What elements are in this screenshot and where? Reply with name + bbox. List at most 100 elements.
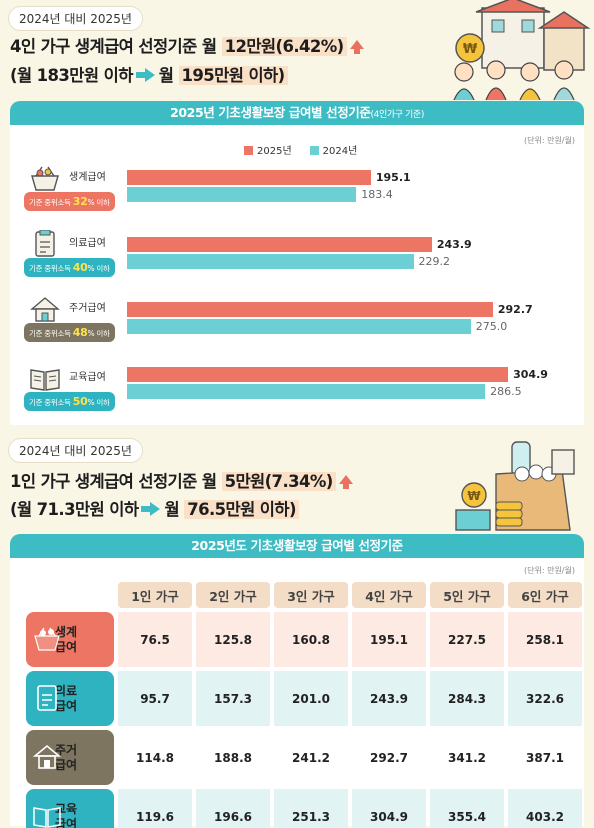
- table-unit: (단위: 만원/월): [524, 566, 575, 575]
- table-cell: 258.1: [508, 612, 582, 667]
- table-cell: 188.8: [196, 730, 270, 785]
- book-icon: [33, 807, 61, 828]
- badge-suffix: % 이하: [87, 198, 110, 207]
- column-header: 5인 가구: [430, 582, 504, 608]
- table-row: 생계 급여 76.5 125.8 160.8 195.1 227.5 258.1: [26, 612, 582, 667]
- criteria-table: 1인 가구 2인 가구 3인 가구 4인 가구 5인 가구 6인 가구 생계 급여…: [22, 578, 586, 828]
- shopping-basket-icon: [31, 166, 59, 191]
- table-cell: 322.6: [508, 671, 582, 726]
- column-header: 3인 가구: [274, 582, 348, 608]
- bar-2025: [127, 170, 371, 185]
- chart1-unit: (단위: 만원/월): [524, 136, 575, 145]
- row-header-label: 의료: [54, 683, 78, 698]
- median-income-badge: 기준 중위소득 50% 이하: [24, 392, 115, 411]
- house-icon: [30, 297, 60, 322]
- bar-value-label: 195.1: [375, 171, 411, 184]
- row-header-label: 주거: [54, 742, 78, 757]
- up-arrow-icon: [338, 475, 353, 489]
- table-cell: 201.0: [274, 671, 348, 726]
- table-cell: 76.5: [118, 612, 192, 667]
- table-title: 2025년도 기초생활보장 급여별 선정기준: [191, 538, 403, 553]
- shopping-basket-icon: [34, 627, 60, 651]
- bar-value-label: 286.5: [490, 385, 522, 398]
- column-header: 4인 가구: [352, 582, 426, 608]
- badge-pct: 50: [72, 395, 88, 408]
- legend-item-2025: 2025년: [244, 142, 292, 157]
- headline-2-line2: (월 71.3만원 이하 월 76.5만원 이하): [10, 496, 299, 520]
- table-cell: 114.8: [118, 730, 192, 785]
- table-cell: 355.4: [430, 789, 504, 828]
- headline-2-line2-pre: (월 71.3만원 이하: [10, 500, 139, 519]
- right-arrow-icon: [141, 502, 161, 516]
- badge-prefix: 기준 중위소득: [29, 198, 71, 207]
- badge-prefix: 기준 중위소득: [29, 398, 71, 407]
- column-header: 1인 가구: [118, 582, 192, 608]
- headline-1-text: 4인 가구 생계급여 선정기준 월: [10, 37, 222, 56]
- row-header: 생계 급여: [26, 612, 114, 667]
- table-corner: [26, 582, 114, 608]
- chart1-legend: 2025년 2024년: [244, 142, 357, 157]
- chart1-title-small: (4인가구 기준): [370, 110, 425, 120]
- bar-2025: [127, 367, 509, 382]
- headline-1-line2-pre: (월 183만원 이하: [10, 66, 133, 85]
- headline-2-highlight: 5만원(7.34%): [221, 472, 336, 491]
- legend-label-2024: 2024년: [322, 146, 358, 157]
- table-cell: 403.2: [508, 789, 582, 828]
- row-header: 주거 급여: [26, 730, 114, 785]
- table-cell: 125.8: [196, 612, 270, 667]
- table-header-row: 1인 가구 2인 가구 3인 가구 4인 가구 5인 가구 6인 가구: [26, 582, 582, 608]
- bar-value-label: 275.0: [475, 320, 508, 333]
- house-icon: [32, 744, 62, 769]
- badge-suffix: % 이하: [87, 398, 110, 407]
- table-title-bar: 2025년도 기초생활보장 급여별 선정기준: [10, 534, 584, 558]
- groceries-illustration: ₩: [455, 441, 575, 531]
- category-name: 주거급여: [69, 303, 106, 314]
- table-cell: 160.8: [274, 612, 348, 667]
- legend-item-2024: 2024년: [309, 142, 358, 157]
- bar-2025: [127, 302, 493, 317]
- row-header-label: 급여: [54, 698, 78, 713]
- badge-prefix: 기준 중위소득: [29, 264, 71, 273]
- badge-pct: 32: [72, 195, 88, 208]
- headline-1-line2: (월 183만원 이하 월 195만원 이하): [10, 62, 288, 86]
- bar-2024: [127, 384, 486, 399]
- table-cell: 95.7: [118, 671, 192, 726]
- bar-2024: [127, 254, 414, 269]
- bar-2025: [127, 237, 432, 252]
- bar-value-label: 243.9: [436, 238, 472, 251]
- table-cell: 304.9: [352, 789, 426, 828]
- column-header: 2인 가구: [196, 582, 270, 608]
- bar-value-label: 229.2: [418, 255, 451, 268]
- up-arrow-icon: [349, 40, 364, 54]
- badge-pct: 48: [72, 326, 88, 339]
- bar-value-label: 292.7: [497, 303, 533, 316]
- headline-1-highlight: 12만원(6.42%): [221, 37, 347, 56]
- headline-2-line2-mid: 월: [164, 500, 185, 519]
- table-row: 의료 급여 95.7 157.3 201.0 243.9 284.3 322.6: [26, 671, 582, 726]
- table-cell: 387.1: [508, 730, 582, 785]
- column-header: 6인 가구: [508, 582, 582, 608]
- row-header-label: 생계: [54, 624, 78, 639]
- legend-label-2025: 2025년: [257, 146, 292, 157]
- table-cell: 241.2: [274, 730, 348, 785]
- table-cell: 292.7: [352, 730, 426, 785]
- badge-pct: 40: [72, 261, 88, 274]
- table-cell: 196.6: [196, 789, 270, 828]
- headline-2-line1: 1인 가구 생계급여 선정기준 월 5만원(7.34%): [10, 468, 353, 492]
- table-cell: 341.2: [430, 730, 504, 785]
- medical-chart-icon: [37, 685, 57, 711]
- median-income-badge: 기준 중위소득 48% 이하: [24, 323, 115, 342]
- table-row: 교육 급여 119.6 196.6 251.3 304.9 355.4 403.2: [26, 789, 582, 828]
- bar-2024: [127, 187, 357, 202]
- row-header: 교육 급여: [26, 789, 114, 828]
- chart1-title-bar: 2025년 기초생활보장 급여별 선정기준(4인가구 기준): [10, 101, 584, 125]
- table-cell: 119.6: [118, 789, 192, 828]
- badge-suffix: % 이하: [87, 264, 110, 273]
- median-income-badge: 기준 중위소득 32% 이하: [24, 192, 115, 211]
- chart1-title: 2025년 기초생활보장 급여별 선정기준: [170, 105, 371, 120]
- book-icon: [30, 369, 60, 391]
- svg-text:₩: ₩: [467, 489, 481, 503]
- badge-suffix: % 이하: [87, 329, 110, 338]
- table-cell: 195.1: [352, 612, 426, 667]
- badge-prefix: 기준 중위소득: [29, 329, 71, 338]
